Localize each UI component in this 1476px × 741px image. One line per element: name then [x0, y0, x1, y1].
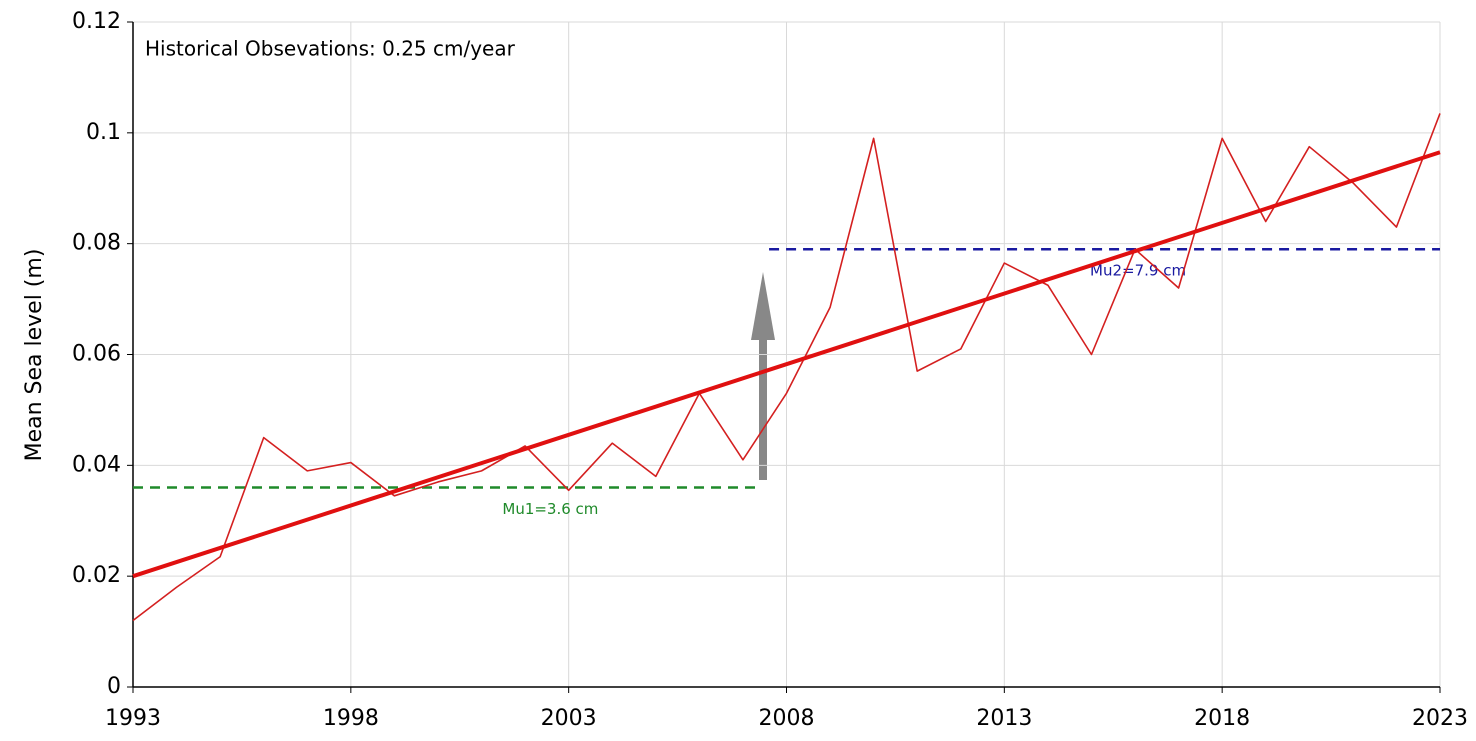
y-tick-label: 0.12 — [72, 9, 121, 34]
x-tick-label: 2008 — [759, 706, 815, 731]
series-line — [132, 150, 1441, 579]
y-tick-label: 0 — [107, 674, 121, 699]
y-tick-label: 0.1 — [86, 120, 121, 145]
x-tick-label: 1998 — [323, 706, 379, 731]
x-tick-label: 2023 — [1412, 706, 1468, 731]
x-tick-label: 2018 — [1194, 706, 1250, 731]
mean-label: Mu1=3.6 cm — [502, 500, 598, 518]
mean-label: Mu2=7.9 cm — [1090, 262, 1186, 280]
annotation: Historical Obsevations: 0.25 cm/year — [145, 37, 516, 61]
y-tick-label: 0.04 — [72, 452, 121, 477]
y-axis-label: Mean Sea level (m) — [22, 249, 47, 462]
y-tick-label: 0.08 — [72, 231, 121, 256]
x-tick-label: 2013 — [976, 706, 1032, 731]
x-tick-label: 1993 — [105, 706, 161, 731]
arrow-head — [751, 272, 775, 340]
series-line — [132, 113, 1441, 622]
y-tick-label: 0.02 — [72, 563, 121, 588]
y-tick-label: 0.06 — [72, 342, 121, 367]
x-tick-label: 2003 — [541, 706, 597, 731]
